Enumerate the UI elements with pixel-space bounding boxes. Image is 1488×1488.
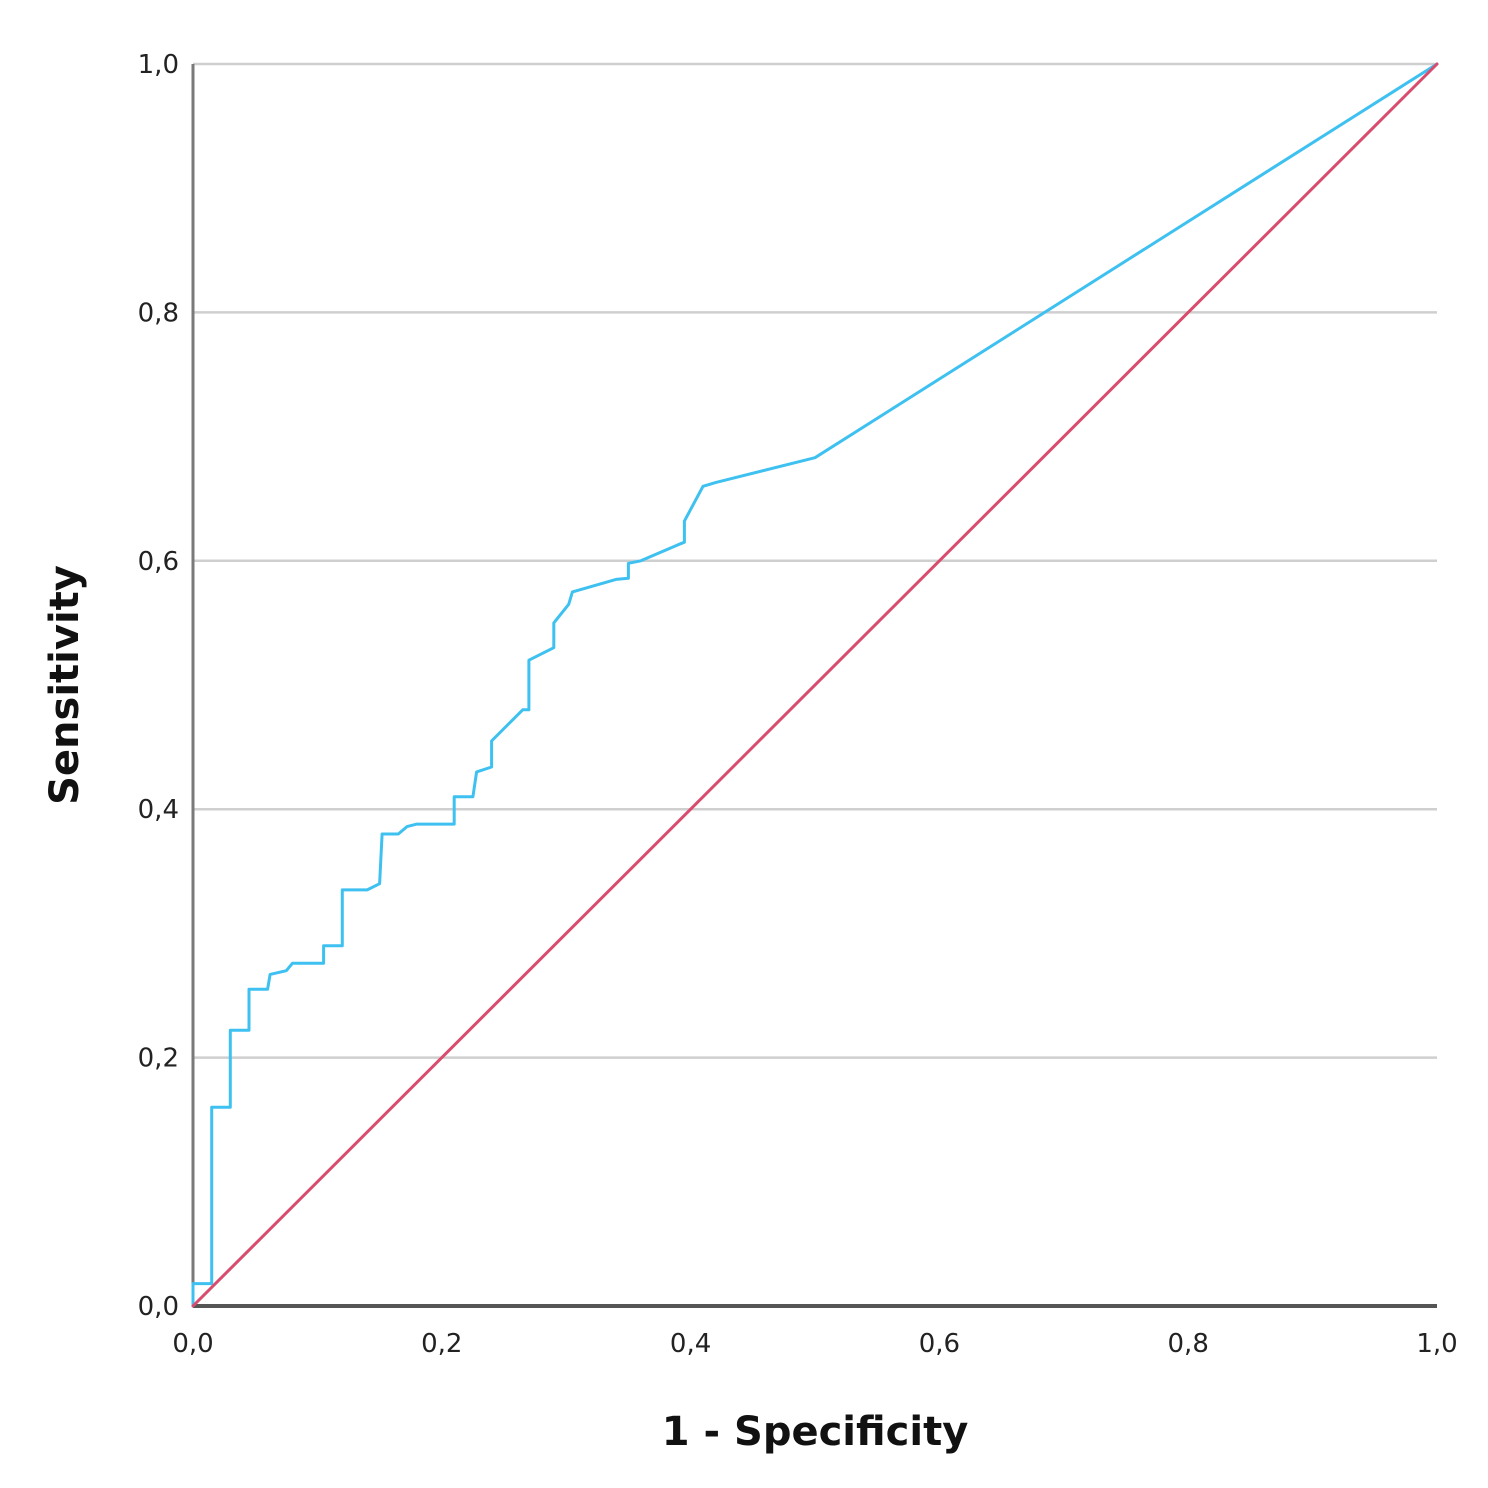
y-tick-label: 0,6 (138, 547, 179, 577)
reference-line (191, 62, 1439, 1308)
grid-lines (193, 62, 1437, 1059)
x-tick-label: 0,2 (421, 1329, 462, 1359)
y-tick-label: 1,0 (138, 50, 179, 80)
roc-curve-line (191, 62, 1439, 1308)
y-tick-label: 0,0 (138, 1292, 179, 1322)
x-tick-labels: 0,0 0,2 0,4 0,6 0,8 1,0 (172, 1329, 1457, 1359)
x-tick-label: 1,0 (1416, 1329, 1457, 1359)
x-tick-label: 0,0 (172, 1329, 213, 1359)
x-tick-label: 0,8 (1168, 1329, 1209, 1359)
x-axis-title: 1 - Specificity (662, 1409, 969, 1455)
y-tick-label: 0,8 (138, 298, 179, 328)
y-tick-label: 0,4 (138, 795, 179, 825)
y-tick-label: 0,2 (138, 1044, 179, 1074)
series-layer (191, 62, 1439, 1308)
y-tick-labels: 0,0 0,2 0,4 0,6 0,8 1,0 (138, 50, 179, 1322)
x-tick-label: 0,6 (919, 1329, 960, 1359)
y-axis-title: Sensitivity (42, 565, 88, 805)
axes (191, 64, 1437, 1308)
x-tick-label: 0,4 (670, 1329, 711, 1359)
